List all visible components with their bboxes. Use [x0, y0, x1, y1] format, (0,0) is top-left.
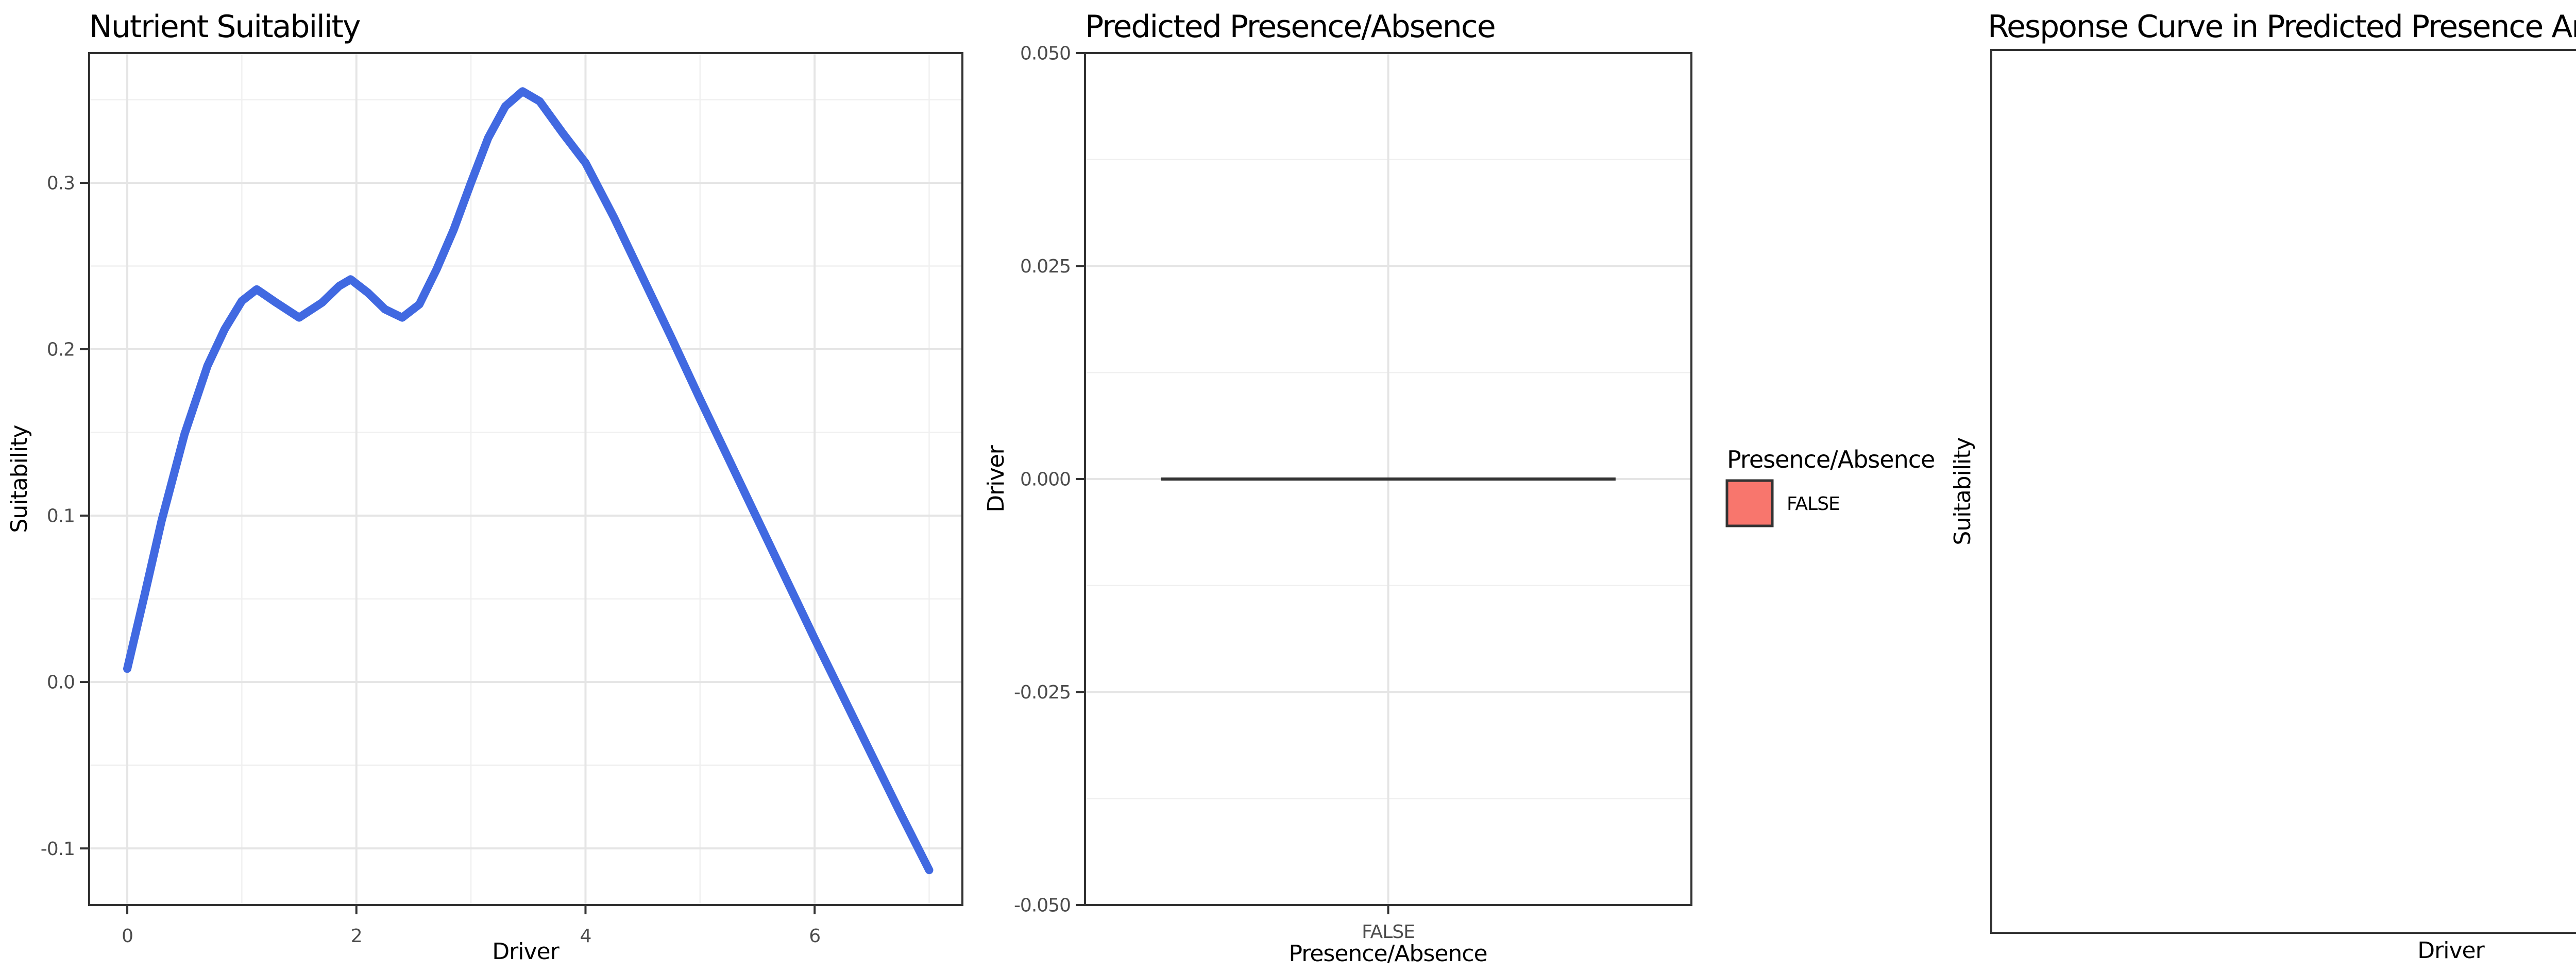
chart-predicted-presence-absence: 0.050 0.025 0.000 -0.025 -0.050 FALSE Predict…	[983, 9, 1692, 967]
y-tick-label: 0.025	[1020, 256, 1071, 277]
chart2-x-axis-title: Presence/Absence	[1289, 941, 1487, 967]
chart2-title: Predicted Presence/Absence	[1085, 9, 1495, 45]
x-tick-label: 6	[809, 926, 820, 947]
chart1-x-axis-title: Driver	[492, 938, 560, 965]
y-tick-label: 0.3	[47, 173, 75, 194]
legend-key-false-label: FALSE	[1787, 493, 1840, 515]
suitability-curve	[123, 87, 934, 875]
x-tick-label: 2	[351, 926, 362, 947]
chart1-y-axis-title: Suitability	[6, 425, 32, 533]
chart3-x-axis-title: Driver	[2417, 937, 2485, 964]
x-tick-label: FALSE	[1362, 921, 1415, 943]
chart1-ticks	[80, 181, 816, 914]
y-tick-label: -0.1	[41, 839, 75, 860]
y-tick-label: 0.000	[1020, 469, 1071, 490]
legend-key-false-swatch	[1725, 479, 1774, 527]
chart1-tick-labels: -0.1 0.0 0.1 0.2 0.3 0 2 4 6	[41, 173, 821, 947]
y-tick-label: 0.2	[47, 339, 75, 361]
chart3-y-axis-title: Suitability	[1950, 437, 1976, 545]
chart1-series	[123, 87, 934, 875]
chart1-gridlines	[89, 53, 962, 905]
y-tick-label: 0.050	[1020, 43, 1071, 64]
chart3-panel	[1990, 49, 2576, 934]
chart1-panel-border	[88, 52, 963, 906]
chart-response-curve-presence-area: Response Curve in Predicted Presence Are…	[1950, 9, 2576, 964]
x-tick-label: 0	[122, 926, 133, 947]
chart3-title: Response Curve in Predicted Presence Are…	[1988, 9, 2576, 45]
y-tick-label: 0.0	[47, 672, 75, 693]
x-tick-label: 4	[580, 926, 591, 947]
legend-presence-absence: Presence/Absence FALSE	[1725, 446, 1935, 527]
chart1-title: Nutrient Suitability	[89, 9, 360, 45]
legend-title: Presence/Absence	[1727, 446, 1935, 473]
y-tick-label: -0.050	[1014, 895, 1071, 916]
chart2-ticks	[1076, 52, 1389, 914]
chart2-tick-labels: 0.050 0.025 0.000 -0.025 -0.050 FALSE	[1014, 43, 1415, 943]
chart-nutrient-suitability: -0.1 0.0 0.1 0.2 0.3 0 2 4 6 Nutrient Suitabilit…	[6, 9, 963, 965]
y-tick-label: 0.1	[47, 506, 75, 527]
y-tick-label: -0.025	[1014, 682, 1071, 703]
chart2-panel-border	[1084, 52, 1692, 906]
chart2-y-axis-title: Driver	[983, 445, 1009, 512]
